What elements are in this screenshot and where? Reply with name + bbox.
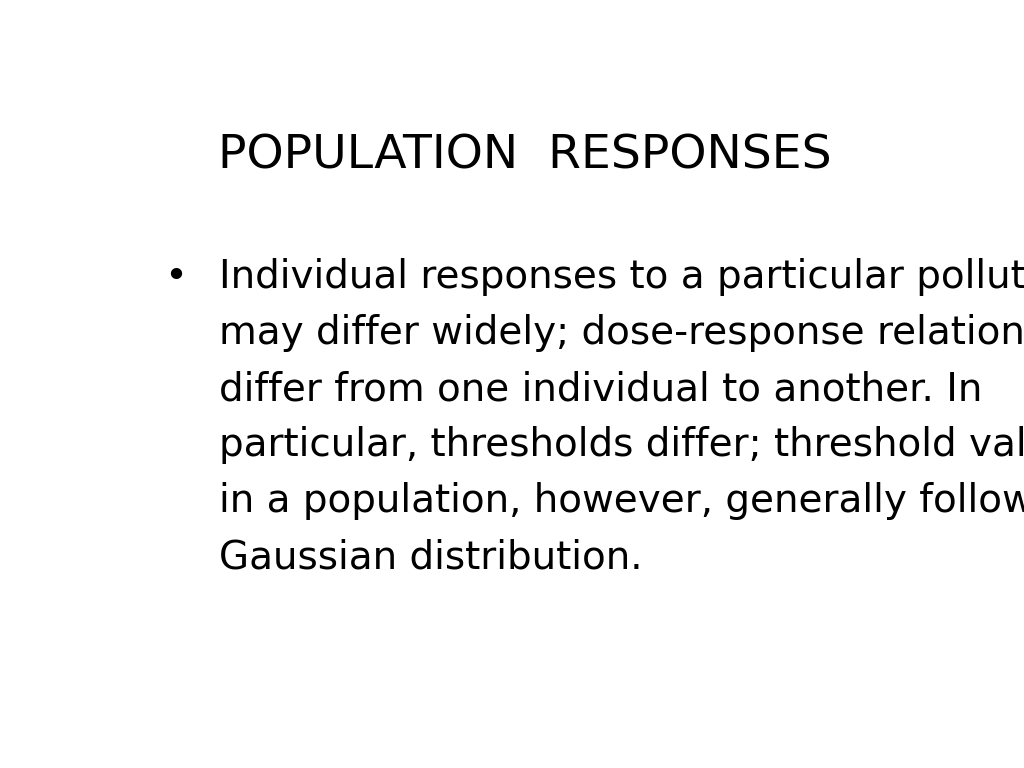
Text: Individual responses to a particular pollutant: Individual responses to a particular pol…	[219, 258, 1024, 296]
Text: differ from one individual to another. In: differ from one individual to another. I…	[219, 370, 983, 408]
Text: POPULATION  RESPONSES: POPULATION RESPONSES	[218, 134, 831, 178]
Text: may differ widely; dose-response relationships: may differ widely; dose-response relatio…	[219, 314, 1024, 352]
Text: •: •	[164, 258, 187, 296]
Text: Gaussian distribution.: Gaussian distribution.	[219, 538, 643, 577]
Text: particular, thresholds differ; threshold values: particular, thresholds differ; threshold…	[219, 426, 1024, 465]
Text: in a population, however, generally follow a: in a population, however, generally foll…	[219, 482, 1024, 521]
